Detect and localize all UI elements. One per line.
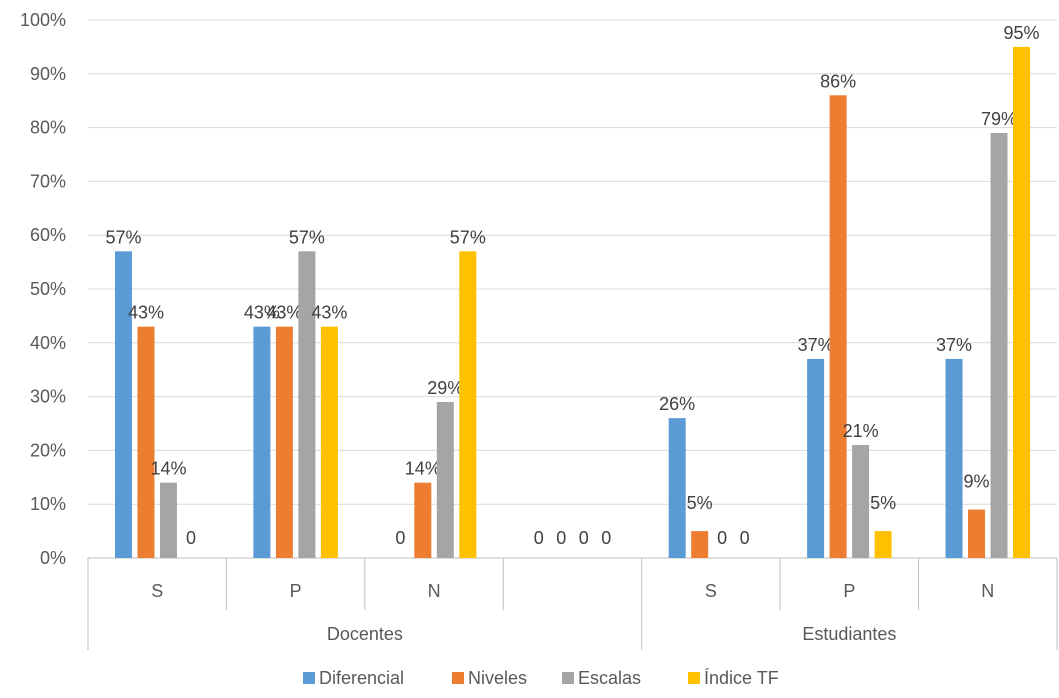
data-label: 14% bbox=[150, 459, 186, 479]
bar bbox=[114, 251, 132, 558]
data-label: 0 bbox=[186, 528, 196, 548]
legend-swatch bbox=[452, 672, 464, 684]
bar bbox=[968, 509, 986, 558]
data-label: 43% bbox=[244, 303, 280, 323]
bar bbox=[436, 401, 454, 558]
data-label: 37% bbox=[936, 335, 972, 355]
y-tick-label: 30% bbox=[30, 387, 66, 407]
data-label: 5% bbox=[687, 493, 713, 513]
legend-label: Escalas bbox=[578, 668, 641, 688]
bar bbox=[829, 95, 847, 558]
legend-swatch bbox=[688, 672, 700, 684]
data-label: 29% bbox=[427, 378, 463, 398]
bar bbox=[253, 326, 271, 558]
data-label: 43% bbox=[128, 303, 164, 323]
legend-label: Diferencial bbox=[319, 668, 404, 688]
data-label: 79% bbox=[981, 109, 1017, 129]
y-tick-label: 100% bbox=[20, 10, 66, 30]
bar bbox=[807, 358, 825, 558]
data-label: 14% bbox=[405, 459, 441, 479]
bar bbox=[1013, 46, 1031, 559]
bar bbox=[298, 251, 316, 558]
bar bbox=[275, 326, 293, 558]
bar bbox=[874, 531, 892, 558]
bar bbox=[159, 482, 177, 558]
y-tick-label: 80% bbox=[30, 118, 66, 138]
data-label: 0 bbox=[740, 528, 750, 548]
category-label: P bbox=[290, 581, 302, 601]
legend-swatch bbox=[562, 672, 574, 684]
y-tick-label: 10% bbox=[30, 494, 66, 514]
data-label: 0 bbox=[579, 528, 589, 548]
data-label: 21% bbox=[843, 421, 879, 441]
data-label: 57% bbox=[450, 227, 486, 247]
category-label: N bbox=[428, 581, 441, 601]
bar bbox=[137, 326, 155, 558]
group-label: Estudiantes bbox=[802, 624, 896, 644]
y-tick-label: 0% bbox=[40, 548, 66, 568]
data-label: 0 bbox=[556, 528, 566, 548]
category-label: S bbox=[705, 581, 717, 601]
bar bbox=[945, 358, 963, 558]
y-tick-label: 20% bbox=[30, 440, 66, 460]
data-label: 57% bbox=[289, 227, 325, 247]
bar bbox=[990, 132, 1008, 559]
y-tick-label: 70% bbox=[30, 171, 66, 191]
data-label: 95% bbox=[1004, 23, 1040, 43]
data-label: 9% bbox=[964, 472, 990, 492]
data-label: 0 bbox=[395, 528, 405, 548]
bar bbox=[414, 482, 432, 558]
bar bbox=[668, 418, 686, 558]
data-label: 0 bbox=[534, 528, 544, 548]
group-label: Docentes bbox=[327, 624, 403, 644]
data-label: 43% bbox=[266, 303, 302, 323]
data-label: 0 bbox=[717, 528, 727, 548]
bar bbox=[852, 445, 870, 558]
y-tick-label: 60% bbox=[30, 225, 66, 245]
data-label: 57% bbox=[105, 227, 141, 247]
legend-label: Niveles bbox=[468, 668, 527, 688]
y-tick-label: 90% bbox=[30, 64, 66, 84]
category-label: N bbox=[981, 581, 994, 601]
legend-label: Índice TF bbox=[704, 668, 779, 688]
data-label: 26% bbox=[659, 394, 695, 414]
y-tick-label: 50% bbox=[30, 279, 66, 299]
legend-swatch bbox=[303, 672, 315, 684]
bar bbox=[459, 251, 477, 558]
data-label: 37% bbox=[798, 335, 834, 355]
data-label: 0 bbox=[601, 528, 611, 548]
category-label: S bbox=[151, 581, 163, 601]
bar bbox=[320, 326, 338, 558]
data-label: 5% bbox=[870, 493, 896, 513]
data-label: 43% bbox=[311, 303, 347, 323]
data-label: 86% bbox=[820, 71, 856, 91]
bar bbox=[691, 531, 709, 558]
y-tick-label: 40% bbox=[30, 333, 66, 353]
category-label: P bbox=[843, 581, 855, 601]
